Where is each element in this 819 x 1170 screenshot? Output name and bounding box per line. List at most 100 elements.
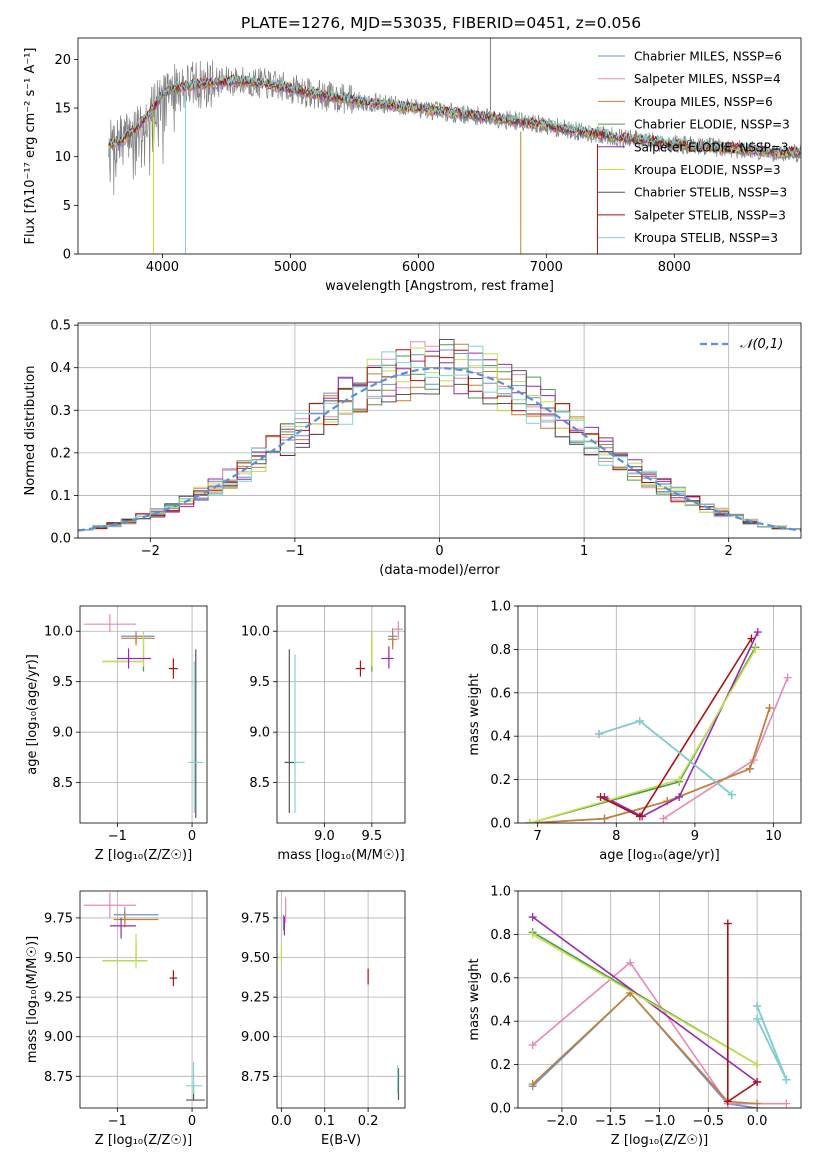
- x-tick-label: −1.0: [644, 1114, 676, 1129]
- x-tick-label: 8: [612, 829, 620, 844]
- y-tick-label: 20: [54, 53, 71, 68]
- y-tick-label: 9.50: [241, 951, 270, 966]
- y-tick-label: 10.0: [241, 625, 270, 640]
- data-point: [727, 790, 736, 799]
- data-point: [528, 930, 537, 939]
- x-tick-label: 0: [188, 1114, 196, 1129]
- data-point: [765, 703, 774, 712]
- plot-area: [525, 628, 792, 823]
- x-axis-label: mass [log₁₀(M/M☉)]: [277, 848, 404, 863]
- y-tick-label: 1.0: [490, 885, 511, 900]
- y-tick-label: 0.4: [490, 1015, 511, 1030]
- data-point: [751, 645, 760, 654]
- y-tick-label: 10: [54, 150, 71, 165]
- legend-label: 𝒩(0,1): [740, 337, 783, 352]
- y-axis-label: mass weight: [467, 673, 482, 755]
- data-point: [675, 792, 684, 801]
- axes-frame: [79, 605, 208, 824]
- axes-frame: [79, 890, 208, 1109]
- panel-mass_vs_EBV: 0.0 0.1 0.2 8.75 9.00 9.25 9.50 9.75 E(B-V): [241, 890, 406, 1148]
- plot-area: [83, 614, 204, 818]
- y-tick-label: 0.6: [490, 971, 511, 986]
- legend-label: Salpeter STELIB, NSSP=3: [634, 208, 786, 222]
- x-tick-label: −1: [108, 829, 127, 844]
- panel-age_vs_mass: 9.0 9.5 8.5 9.0 9.5 10.0 mass [log₁₀(M/M☉)]: [241, 605, 406, 863]
- axes-frame: [517, 605, 802, 824]
- y-tick-label: 9.0: [52, 726, 73, 741]
- y-tick-label: 0.0: [490, 1102, 511, 1117]
- model-line-kroupa-stelib: [108, 74, 801, 156]
- x-tick-label: −1: [108, 1114, 127, 1129]
- data-point: [528, 1080, 537, 1089]
- data-point: [635, 812, 644, 821]
- data-point: [782, 1099, 791, 1108]
- x-tick-label: 6000: [402, 260, 435, 275]
- x-tick-label: 7000: [530, 260, 563, 275]
- legend-label: Chabrier ELODIE, NSSP=3: [634, 118, 790, 132]
- data-point: [528, 913, 537, 922]
- plot-area: [83, 892, 205, 1101]
- y-tick-label: 9.5: [249, 675, 270, 690]
- x-tick-label: 10: [765, 829, 782, 844]
- y-axis-label: age [log₁₀(age/yr)]: [25, 654, 40, 775]
- plot-area: [284, 621, 404, 813]
- histogram-salpeter-stelib: [78, 349, 801, 531]
- data-point: [525, 819, 534, 823]
- y-tick-label: 0: [63, 248, 71, 263]
- y-tick-label: 0.8: [490, 643, 511, 658]
- x-tick-label: 0: [435, 544, 443, 559]
- data-point: [528, 1041, 537, 1050]
- x-tick-label: −2: [141, 544, 160, 559]
- x-tick-label: 0.0: [747, 1114, 768, 1129]
- data-point: [635, 717, 644, 726]
- x-axis-label: wavelength [Angstrom, rest frame]: [325, 279, 554, 294]
- y-tick-label: 8.5: [52, 776, 73, 791]
- data-point: [753, 1002, 762, 1011]
- series-line: [532, 991, 758, 1105]
- data-point: [747, 634, 756, 643]
- y-tick-label: 0.6: [490, 686, 511, 701]
- x-tick-label: 0.0: [271, 1114, 292, 1129]
- series-line: [532, 933, 758, 1066]
- y-tick-label: 9.50: [44, 951, 73, 966]
- x-tick-label: 9.5: [361, 829, 382, 844]
- x-tick-label: 7: [534, 829, 542, 844]
- data-point: [753, 1077, 762, 1086]
- x-tick-label: 1: [580, 544, 588, 559]
- x-tick-label: 2: [725, 544, 733, 559]
- y-tick-label: 0.2: [490, 773, 511, 788]
- data-point: [659, 814, 668, 823]
- model-line-salpeter-stelib: [108, 74, 801, 157]
- legend-label: Chabrier STELIB, NSSP=3: [634, 186, 787, 200]
- x-tick-label: −1.5: [595, 1114, 627, 1129]
- y-tick-label: 8.75: [44, 1070, 73, 1085]
- y-tick-label: 9.25: [241, 991, 270, 1006]
- y-tick-label: 1.0: [490, 600, 511, 615]
- plot-area: [280, 897, 400, 1101]
- legend-label: Kroupa MILES, NSSP=6: [634, 95, 773, 109]
- series-line: [727, 923, 758, 1103]
- data-point: [782, 1075, 791, 1084]
- data-point: [753, 1060, 762, 1069]
- y-tick-label: 9.5: [52, 675, 73, 690]
- series-line: [600, 638, 753, 818]
- x-tick-label: 0: [188, 829, 196, 844]
- x-tick-label: 5000: [274, 260, 307, 275]
- x-axis-label: Z [log₁₀(Z/Z☉)]: [95, 1133, 192, 1148]
- panel-massweight_vs_age: 7 8 9 10 0.0 0.2 0.4 0.6 0.8 1.0 age [log₁₀(age/yr…: [467, 600, 802, 863]
- x-tick-label: 8000: [658, 260, 691, 275]
- y-tick-label: 0.0: [50, 532, 71, 547]
- y-tick-label: 9.00: [241, 1030, 270, 1045]
- x-axis-label: Z [log₁₀(Z/Z☉)]: [95, 848, 192, 863]
- legend-label: Kroupa STELIB, NSSP=3: [634, 231, 778, 245]
- y-tick-label: 5: [63, 199, 71, 214]
- y-tick-label: 15: [54, 102, 71, 117]
- x-tick-label: −0.5: [693, 1114, 725, 1129]
- x-tick-label: 9.0: [314, 829, 335, 844]
- panel-mass_vs_Z: −1 0 8.75 9.00 9.25 9.50 9.75 Z [log₁₀(Z/Z☉)] ma…: [25, 890, 208, 1148]
- y-axis-label: mass weight: [467, 958, 482, 1040]
- data-point: [753, 1099, 762, 1108]
- y-tick-label: 0.8: [490, 928, 511, 943]
- legend-label: Salpeter MILES, NSSP=4: [634, 72, 781, 86]
- y-axis-label: mass [log₁₀(M/M☉)]: [25, 936, 40, 1063]
